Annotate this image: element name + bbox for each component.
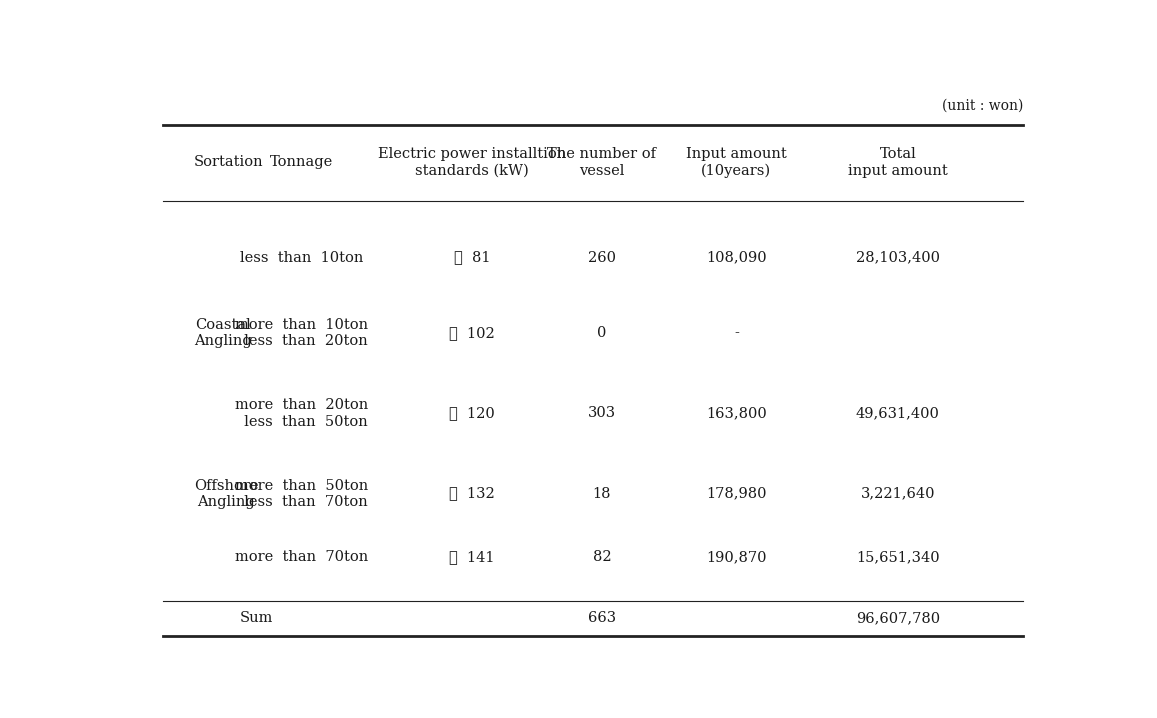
Text: 82: 82 <box>592 550 611 564</box>
Text: more  than  70ton: more than 70ton <box>235 550 368 564</box>
Text: more  than  20ton
  less  than  50ton: more than 20ton less than 50ton <box>235 398 368 429</box>
Text: Electric power installtion
standards (kW): Electric power installtion standards (kW… <box>378 147 566 177</box>
Text: 3,221,640: 3,221,640 <box>861 487 935 500</box>
Text: 0: 0 <box>597 326 606 340</box>
Text: 163,800: 163,800 <box>706 406 767 421</box>
Text: more  than  10ton
  less  than  20ton: more than 10ton less than 20ton <box>235 318 368 348</box>
Text: 28,103,400: 28,103,400 <box>856 251 939 264</box>
Text: 190,870: 190,870 <box>706 550 767 564</box>
Text: 49,631,400: 49,631,400 <box>856 406 939 421</box>
Text: ≦  141: ≦ 141 <box>449 550 495 564</box>
Text: 303: 303 <box>588 406 616 421</box>
Text: 178,980: 178,980 <box>706 487 767 500</box>
Text: -: - <box>734 326 739 340</box>
Text: 260: 260 <box>588 251 616 264</box>
Text: Offshore
Angling: Offshore Angling <box>194 478 258 509</box>
Text: ≦  120: ≦ 120 <box>449 406 495 421</box>
Text: Sortation: Sortation <box>194 156 264 169</box>
Text: (unit : won): (unit : won) <box>942 98 1023 113</box>
Text: 18: 18 <box>592 487 611 500</box>
Text: 96,607,780: 96,607,780 <box>856 611 939 625</box>
Text: 108,090: 108,090 <box>706 251 767 264</box>
Text: 663: 663 <box>588 611 616 625</box>
Text: more  than  50ton
  less  than  70ton: more than 50ton less than 70ton <box>235 478 368 509</box>
Text: less  than  10ton: less than 10ton <box>239 251 363 264</box>
Text: ≦  132: ≦ 132 <box>449 487 495 500</box>
Text: 15,651,340: 15,651,340 <box>856 550 939 564</box>
Text: ≦  81: ≦ 81 <box>454 251 491 264</box>
Text: Input amount
(10years): Input amount (10years) <box>686 147 787 178</box>
Text: ≦  102: ≦ 102 <box>449 326 495 340</box>
Text: Total
input amount: Total input amount <box>848 147 948 177</box>
Text: Sum: Sum <box>239 611 273 625</box>
Text: Coastal
Angling: Coastal Angling <box>194 318 252 348</box>
Text: The number of
vessel: The number of vessel <box>547 147 656 177</box>
Text: Tonnage: Tonnage <box>270 156 333 169</box>
